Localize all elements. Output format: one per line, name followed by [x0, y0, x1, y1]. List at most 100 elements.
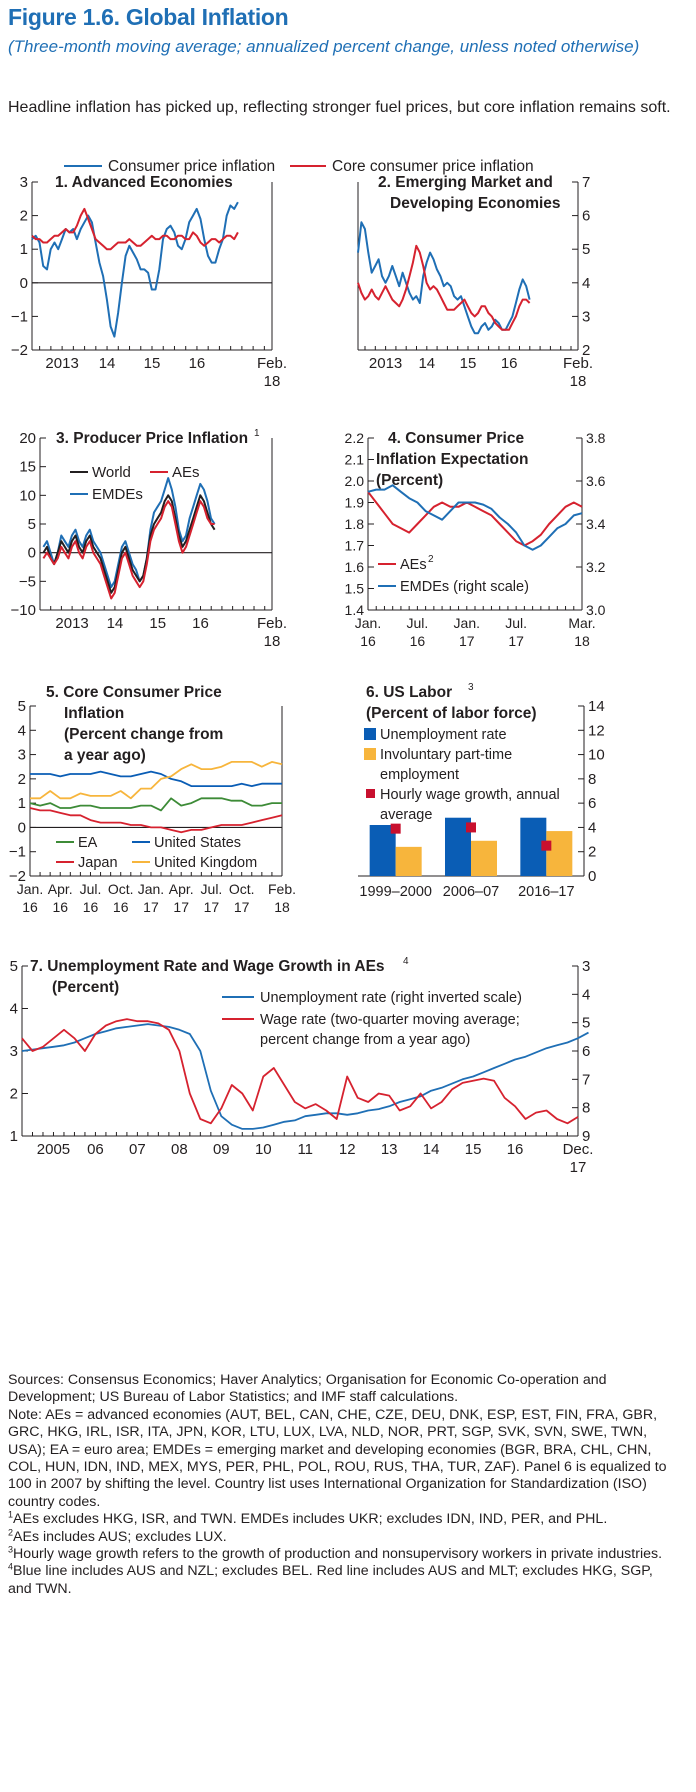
p6-legend-parttime-line2: employment [380, 767, 459, 783]
p6-marker-wage [390, 823, 401, 834]
p5-ytick-label: −1 [9, 844, 26, 861]
p4-ytick-label: 1.4 [345, 602, 365, 618]
p3-ytick-label: 10 [19, 487, 36, 504]
p6-subtitle: (Percent of labor force) [366, 705, 537, 722]
p4-y2tick-label: 3.2 [586, 559, 606, 575]
p7-xtick-label: 07 [129, 1141, 146, 1158]
p2-xtick-label: 2013 [369, 355, 402, 372]
p5-xtick-label: Oct. [108, 881, 134, 897]
p6-category-label: 1999–2000 [359, 884, 432, 900]
figure-title: Figure 1.6. Global Inflation [8, 4, 289, 30]
p5-ytick-label: 2 [18, 771, 26, 788]
p7-y2tick-label: 9 [582, 1128, 590, 1145]
p5-xtick-label: 18 [274, 899, 290, 915]
p2-y2tick-label: 4 [582, 275, 590, 292]
p4-ytick-label: 1.6 [345, 559, 365, 575]
p3-legend-emdes: EMDEs [92, 486, 143, 503]
p4-xtick-label: 17 [459, 633, 475, 649]
p4-series-aes [367, 491, 583, 547]
p2-xtick-label: 14 [418, 355, 435, 372]
p4-ytick-label: 1.7 [345, 538, 365, 554]
p2-series-core [357, 244, 531, 331]
p1-ytick-label: −2 [11, 342, 28, 359]
p6-legend-unemployment: Unemployment rate [380, 727, 507, 743]
p6-y2tick-label: 14 [588, 698, 605, 715]
p7-xtick-label: 11 [297, 1141, 313, 1158]
p7-xtick-label: 09 [213, 1141, 230, 1158]
p6-legend-parttime-swatch [364, 748, 376, 760]
panel-2-chart: 2. Emerging Market and Developing Economi… [357, 174, 593, 390]
panel-5-chart: 5. Core Consumer Price Inflation (Percent … [9, 684, 296, 915]
panel-6: 6. US Labor 3 (Percent of labor force) 14 12… [348, 676, 696, 920]
p5-xtick-label: 17 [234, 899, 250, 915]
p4-title-line1: 4. Consumer Price [388, 430, 524, 447]
p5-xtick-label: 16 [22, 899, 38, 915]
p4-y2tick-label: 3.6 [586, 473, 606, 489]
p4-legend-aes-sup: 2 [428, 554, 434, 565]
p4-ytick-label: 1.5 [345, 581, 365, 597]
footnote-3: 3Hourly wage growth refers to the growth… [8, 1544, 663, 1563]
p5-xtick-label: 17 [143, 899, 159, 915]
p6-y2tick-label: 4 [588, 819, 596, 836]
p3-ytick-label: −5 [19, 573, 36, 590]
p5-ytick-label: 4 [18, 722, 26, 739]
p4-title-line2: Inflation Expectation [376, 451, 528, 468]
p4-xtick-label: 16 [410, 633, 426, 649]
panel-2: 2. Emerging Market and Developing Economi… [348, 166, 696, 414]
p1-title: 1. Advanced Economies [55, 174, 233, 191]
panel-3: 3. Producer Price Inflation 1 20 15 10 5 0 −5 −1… [0, 422, 348, 662]
p4-ytick-label: 2.0 [345, 473, 365, 489]
p6-y2tick-label: 12 [588, 722, 605, 739]
p7-y2tick-label: 6 [582, 1043, 590, 1060]
panel-3-chart: 3. Producer Price Inflation 1 20 15 10 5 0 −5 −1… [11, 428, 287, 650]
p4-xtick-label: 18 [574, 633, 590, 649]
p2-xtick-label: 16 [501, 355, 518, 372]
p5-xtick-label: 17 [173, 899, 189, 915]
p7-xtick-label: 16 [507, 1141, 524, 1158]
p7-ytick-label: 5 [10, 958, 18, 975]
p4-ytick-label: 2.1 [345, 452, 365, 468]
p2-xtick-label: 15 [460, 355, 477, 372]
p1-series-consumer [31, 201, 239, 338]
p1-xtick-label: 14 [99, 355, 116, 372]
p7-ytick-label: 4 [10, 1001, 18, 1018]
p6-title-sup: 3 [468, 682, 474, 693]
p1-ytick-label: 2 [20, 208, 28, 225]
p6-legend-parttime-line1: Involuntary part-time [380, 747, 512, 763]
p7-series-unemployment [21, 1023, 589, 1130]
p4-xtick-label: Jan. [355, 615, 381, 631]
footnote-2: 2AEs includes AUS; excludes LUX. [8, 1526, 227, 1545]
p1-xtick-label: 16 [189, 355, 206, 372]
p7-title: 7. Unemployment Rate and Wage Growth in … [30, 958, 385, 975]
p7-y2tick-label: 7 [582, 1071, 590, 1088]
p7-legend-unemp: Unemployment rate (right inverted scale) [260, 990, 522, 1006]
p6-legend-wage-line1: Hourly wage growth, annual [380, 787, 560, 803]
p7-xtick-label: 12 [339, 1141, 356, 1158]
p5-xtick-label: Apr. [169, 881, 194, 897]
panel-7-chart: 7. Unemployment Rate and Wage Growth in … [10, 956, 594, 1176]
p3-xtick-label: 2013 [55, 615, 88, 632]
p5-xtick-label: 17 [204, 899, 220, 915]
p7-xtick-label: 08 [171, 1141, 188, 1158]
p7-ytick-label: 2 [10, 1086, 18, 1103]
p5-xtick-label: 16 [113, 899, 129, 915]
p1-xtick-label: 2013 [45, 355, 78, 372]
p2-xlast-label: 18 [570, 373, 587, 390]
p6-legend-wage-line2: average [380, 807, 432, 823]
panel-1: 1. Advanced Economies 3 2 1 0 −1 −2 2013 14 15 16 F… [0, 166, 348, 414]
p5-xtick-label: Jan. [138, 881, 164, 897]
panel-4: 4. Consumer Price Inflation Expectation (P… [345, 422, 696, 662]
p3-ytick-label: 0 [28, 545, 36, 562]
p2-y2tick-label: 5 [582, 241, 590, 258]
p4-legend-aes: AEs [400, 557, 427, 573]
p7-y2tick-label: 4 [582, 986, 590, 1003]
p6-bar-parttime [471, 840, 497, 876]
p7-xlast-label: 17 [570, 1159, 587, 1176]
p5-xtick-label: Jan. [17, 881, 43, 897]
p3-legend-aes: AEs [172, 464, 200, 481]
p7-y2tick-label: 3 [582, 958, 590, 975]
p3-ytick-label: 20 [19, 430, 36, 447]
p4-ytick-label: 2.2 [345, 430, 365, 446]
p5-xtick-label: Jul. [80, 881, 102, 897]
p4-title-line3: (Percent) [376, 472, 443, 489]
